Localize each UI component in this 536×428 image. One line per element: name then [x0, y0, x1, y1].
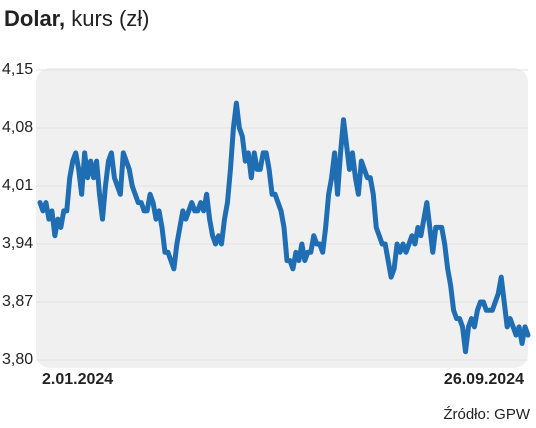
- subtitle: kurs (zł): [71, 6, 149, 31]
- chart-title: Dolar, kurs (zł): [4, 6, 149, 31]
- y-tick-label: 3,87: [2, 293, 33, 310]
- y-tick-label: 3,80: [2, 351, 33, 368]
- y-tick-label: 4,01: [2, 177, 33, 194]
- line: [37, 100, 531, 355]
- y-tick-label: 4,15: [2, 61, 33, 78]
- y-tick-label: 3,94: [2, 235, 33, 252]
- x-tick-label: 2.01.2024: [42, 371, 113, 388]
- source: Źródło: GPW: [443, 406, 531, 423]
- x-tick-label: 26.09.2024: [444, 371, 524, 388]
- title: Dolar,: [4, 6, 65, 31]
- y-tick-label: 4,08: [2, 119, 33, 136]
